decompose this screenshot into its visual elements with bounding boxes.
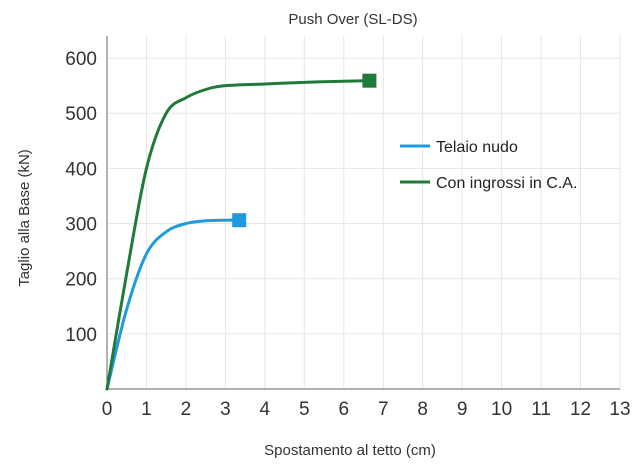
x-tick-label: 7 xyxy=(378,399,389,420)
x-tick-label: 12 xyxy=(570,399,591,420)
y-tick-label: 300 xyxy=(65,215,97,236)
y-tick-label: 500 xyxy=(65,104,97,125)
x-tick-label: 5 xyxy=(299,399,310,420)
legend: Telaio nudo Con ingrossi in C.A. xyxy=(400,139,577,192)
series-end-marker-1 xyxy=(232,213,247,228)
series-lines xyxy=(105,73,377,391)
x-tick-label: 13 xyxy=(609,399,630,420)
x-tick-label: 8 xyxy=(417,399,428,420)
series-end-marker-2 xyxy=(362,73,377,88)
x-tick-label: 9 xyxy=(457,399,468,420)
x-axis-title: Spostamento al tetto (cm) xyxy=(264,442,436,459)
x-tick-label: 6 xyxy=(338,399,349,420)
y-tick-label: 600 xyxy=(65,49,97,70)
y-axis-title: Taglio alla Base (kN) xyxy=(16,149,33,287)
grid xyxy=(106,36,621,389)
x-tick-label: 1 xyxy=(141,399,152,420)
legend-label-2: Con ingrossi in C.A. xyxy=(436,175,577,192)
x-tick-label: 10 xyxy=(491,399,512,420)
series-line-2 xyxy=(105,79,371,391)
x-tick-label: 11 xyxy=(531,399,551,420)
y-tick-label: 400 xyxy=(65,159,97,180)
y-tick-label: 200 xyxy=(65,270,97,291)
legend-label-1: Telaio nudo xyxy=(436,139,518,156)
x-tick-label: 4 xyxy=(260,399,271,420)
x-tick-label: 3 xyxy=(220,399,231,420)
series-line-1 xyxy=(105,218,241,391)
x-tick-label: 0 xyxy=(102,399,113,420)
chart-title: Push Over (SL-DS) xyxy=(288,11,417,28)
y-tick-label: 100 xyxy=(65,325,97,346)
x-tick-label: 2 xyxy=(181,399,192,420)
